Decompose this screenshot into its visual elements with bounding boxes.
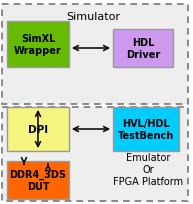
Text: HVL/HDL
TestBench: HVL/HDL TestBench	[118, 118, 174, 141]
Bar	[7, 108, 69, 151]
Text: DPI: DPI	[28, 124, 48, 134]
Bar	[7, 22, 69, 68]
Text: DDR4_3DS
DUT: DDR4_3DS DUT	[9, 169, 67, 191]
Text: Simulator: Simulator	[66, 12, 120, 22]
Bar	[2, 108, 188, 201]
Text: HDL
Driver: HDL Driver	[126, 38, 160, 60]
Bar	[7, 161, 69, 199]
Text: Emulator
Or
FPGA Platform: Emulator Or FPGA Platform	[113, 153, 183, 186]
Bar	[2, 5, 188, 104]
Bar	[113, 30, 173, 68]
Text: SimXL
Wrapper: SimXL Wrapper	[14, 34, 62, 56]
Bar	[113, 108, 179, 151]
